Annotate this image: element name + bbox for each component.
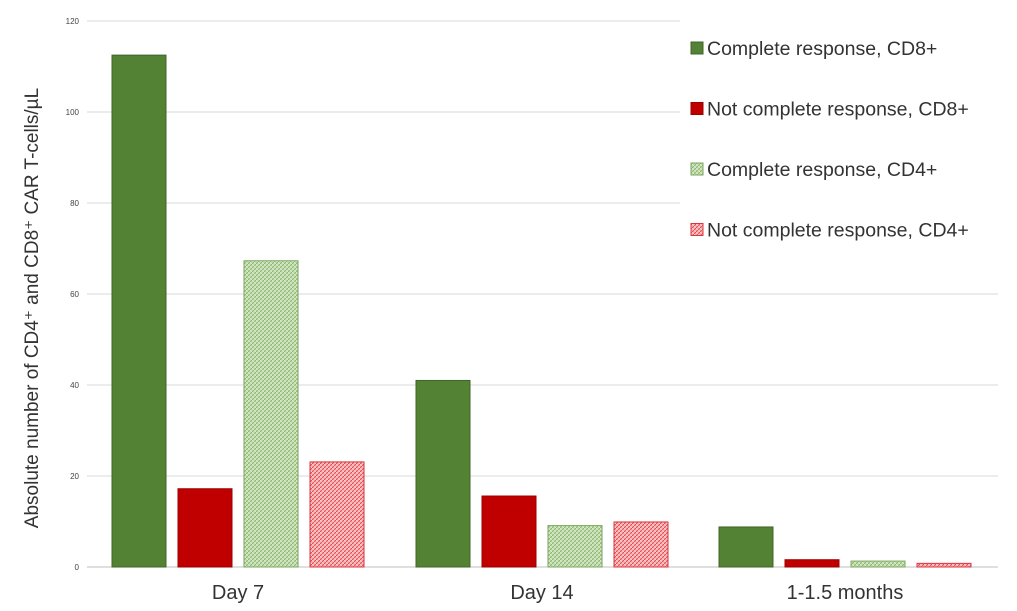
bar-3-2	[547, 525, 603, 568]
y-tick-label: 20	[70, 472, 79, 481]
legend: Complete response, CD8+ Not complete resp…	[680, 20, 1006, 272]
bar-2-2	[481, 495, 537, 568]
legend-swatch	[690, 223, 704, 236]
bar-1-1	[111, 54, 167, 568]
y-axis-label: Absolute number of CD4⁺ and CD8⁺ CAR T-c…	[22, 88, 43, 528]
legend-label: Not complete response, CD4+	[707, 220, 969, 242]
x-category-label: 1-1.5 months	[787, 582, 904, 604]
x-category-label: Day 14	[510, 582, 573, 604]
y-tick-label: 80	[70, 199, 79, 208]
legend-label: Complete response, CD4+	[707, 159, 937, 181]
bar-2-3	[784, 559, 840, 568]
legend-background	[680, 20, 1006, 272]
bar-2-1	[177, 488, 233, 568]
y-tick-label: 60	[70, 290, 79, 299]
y-tick-label: 0	[75, 563, 80, 572]
gridlines	[87, 20, 998, 568]
bar-3-3	[850, 560, 906, 568]
bars	[111, 54, 972, 568]
bar-1-3	[718, 526, 774, 568]
bar-4-3	[916, 562, 972, 568]
bar-3-1	[243, 260, 299, 568]
legend-swatch	[690, 41, 704, 55]
legend-label: Complete response, CD8+	[707, 38, 937, 60]
x-axis-categories: Day 7 Day 14 1-1.5 months	[212, 582, 903, 604]
y-tick-label: 40	[70, 381, 79, 390]
bar-4-2	[613, 521, 669, 568]
legend-swatch	[690, 102, 704, 115]
bar-4-1	[309, 461, 365, 568]
legend-swatch	[690, 162, 704, 176]
x-category-label: Day 7	[212, 582, 264, 604]
legend-label: Not complete response, CD8+	[707, 99, 969, 121]
bar-1-2	[415, 379, 471, 568]
y-tick-label: 100	[66, 108, 80, 117]
y-axis-ticks: 0 20 40 60 80 100 120	[66, 17, 80, 572]
y-tick-label: 120	[66, 17, 80, 26]
